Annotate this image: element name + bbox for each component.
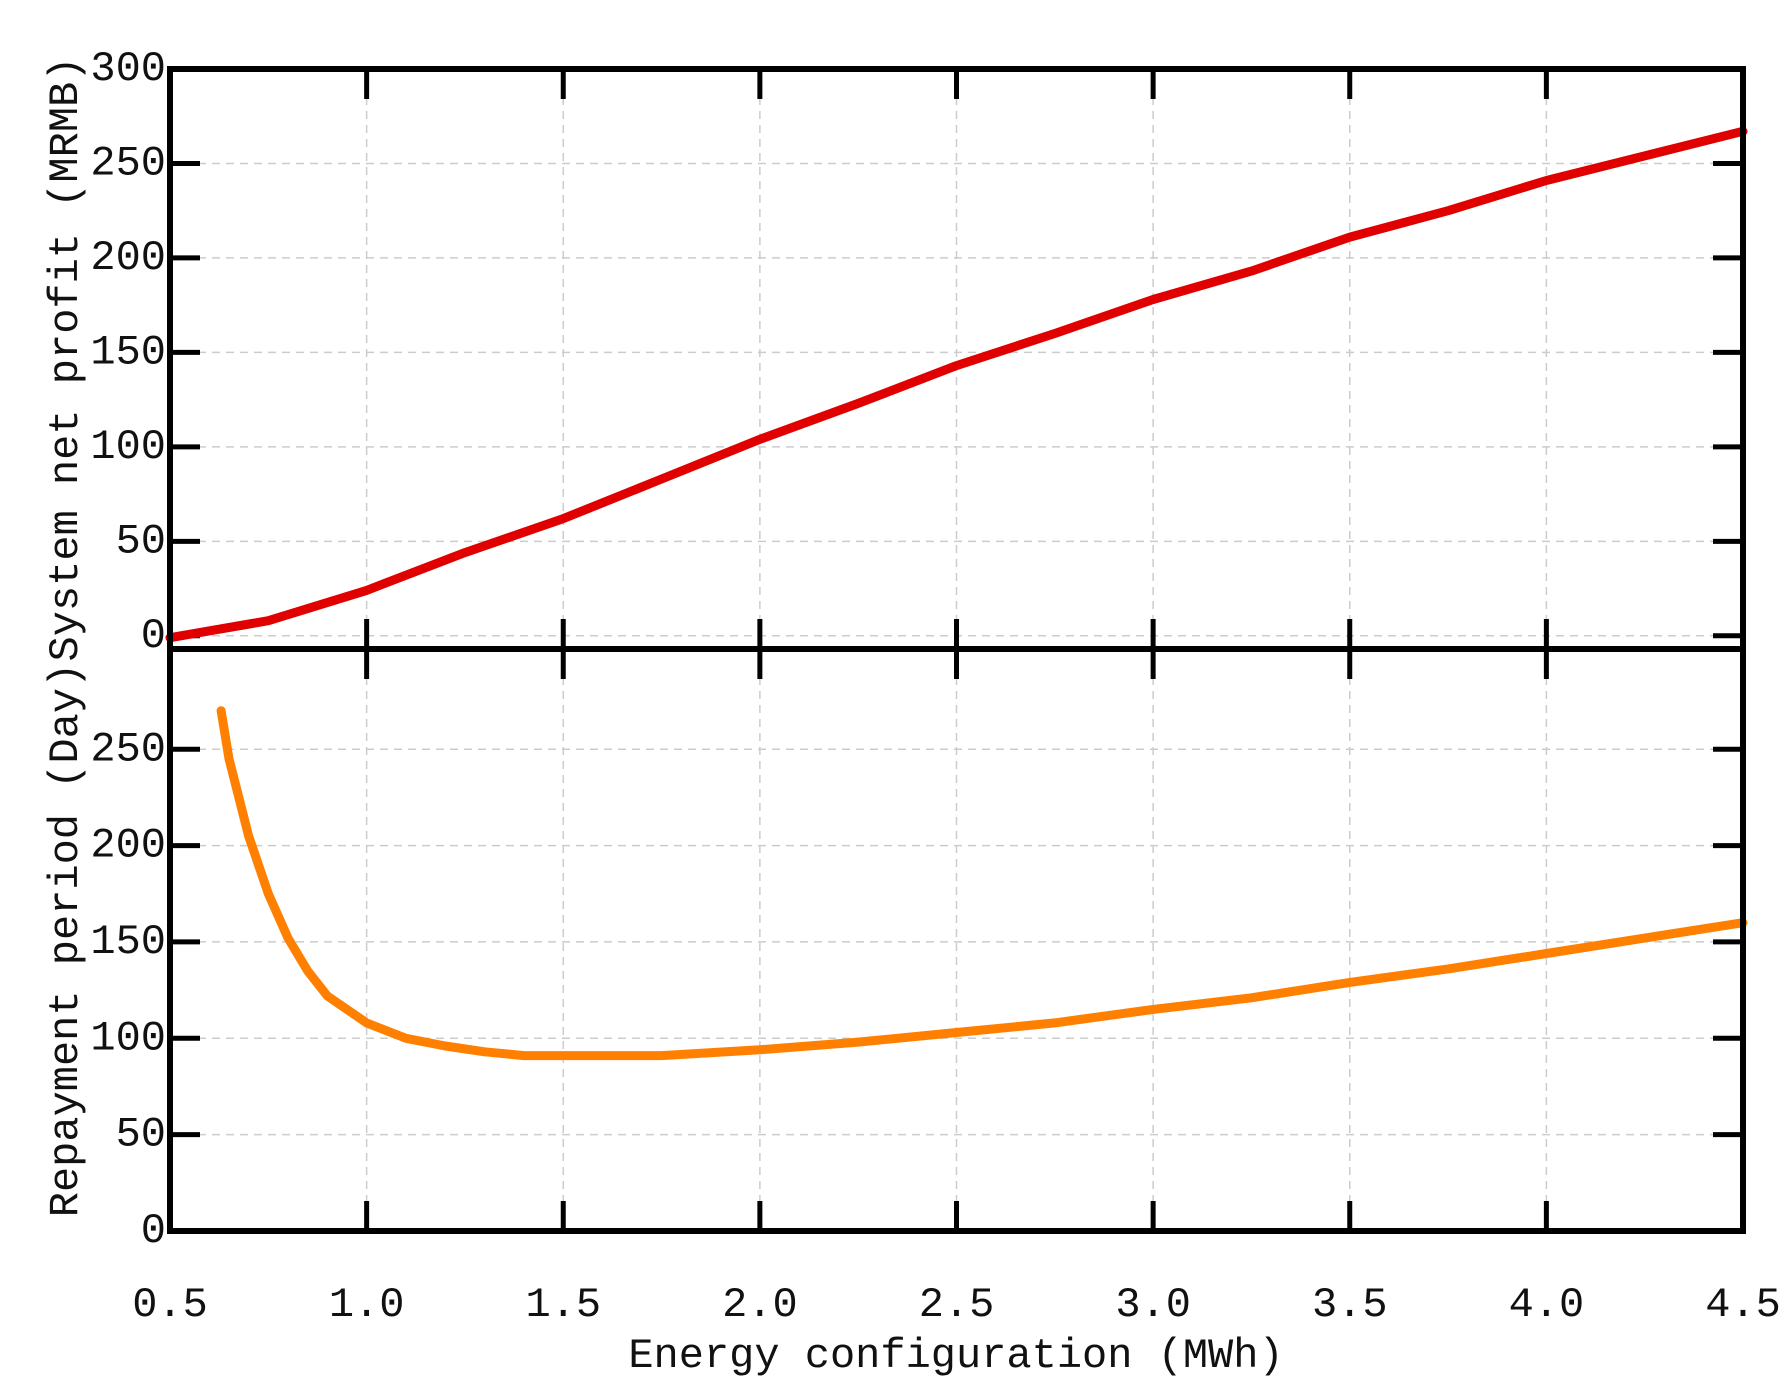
x-tick-label: 0.5 [132, 1281, 208, 1329]
data-line [216, 706, 1748, 1061]
x-tick-label: 3.0 [1115, 1281, 1191, 1329]
y-tick-label: 0 [141, 612, 166, 660]
x-tick-label: 1.0 [329, 1281, 405, 1329]
x-tick-label: 1.5 [525, 1281, 601, 1329]
y-tick-label: 250 [90, 725, 166, 773]
y-tick-label: 0 [141, 1207, 166, 1255]
plot-frame [167, 646, 1746, 1234]
x-tick-label: 4.5 [1705, 1281, 1781, 1329]
x-tick-label: 2.0 [722, 1281, 798, 1329]
y-tick-label: 150 [90, 918, 166, 966]
y-tick-label: 100 [90, 1014, 166, 1062]
y-tick-label: 50 [116, 517, 166, 565]
y-axis-label: Repayment period (Day) [42, 663, 90, 1218]
y-tick-label: 200 [90, 234, 166, 282]
y-tick-label: 100 [90, 423, 166, 471]
y-tick-label: 150 [90, 328, 166, 376]
y-axis-label: System net profit (MRMB) [42, 57, 90, 662]
y-tick-label: 250 [90, 140, 166, 188]
x-tick-label: 2.5 [919, 1281, 995, 1329]
x-axis-label: Energy configuration (MWh) [628, 1332, 1283, 1380]
y-tick-label: 200 [90, 822, 166, 870]
y-tick-label: 50 [116, 1111, 166, 1159]
data-line [165, 126, 1748, 643]
x-tick-label: 3.5 [1312, 1281, 1388, 1329]
y-tick-label: 300 [90, 45, 166, 93]
x-tick-label: 4.0 [1509, 1281, 1585, 1329]
